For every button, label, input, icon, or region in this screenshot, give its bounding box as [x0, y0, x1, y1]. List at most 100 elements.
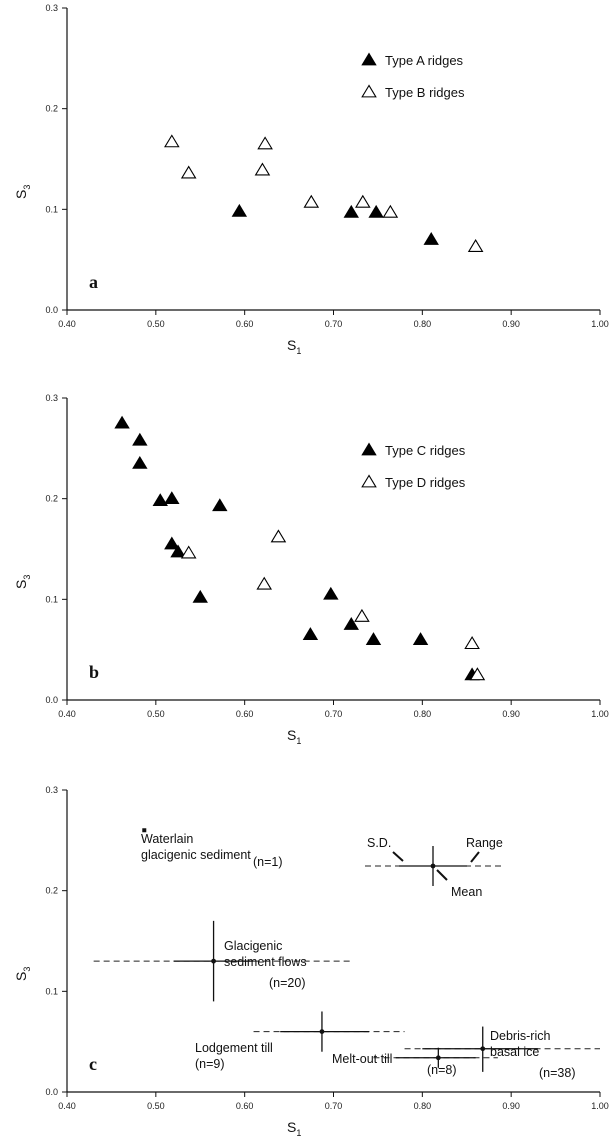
y-tick-label: 0.1	[45, 986, 58, 996]
x-tick-label: 0.40	[58, 709, 76, 719]
legend-label: Type C ridges	[385, 443, 466, 458]
mean-point	[319, 1029, 325, 1034]
data-point	[132, 432, 148, 446]
mean-point	[435, 1055, 441, 1061]
data-point	[464, 636, 480, 650]
legend-label: Type A ridges	[385, 53, 464, 68]
group-label: glacigenic sediment	[141, 848, 251, 862]
error-bar-key: S.D. Range Mean	[365, 836, 503, 899]
group-label: Lodgement till	[195, 1041, 273, 1055]
group-n-label: (n=1)	[253, 855, 283, 869]
y-tick-label: 0.1	[45, 204, 58, 214]
data-point	[469, 667, 486, 681]
key-sd-label: S.D.	[367, 836, 391, 850]
y-axis-label-subscript: 3	[22, 575, 32, 580]
x-tick-label: 0.70	[325, 319, 343, 329]
y-tick-label: 0.2	[45, 104, 58, 114]
key-sd-pointer	[392, 851, 404, 862]
x-axis-label-main: S	[287, 1119, 296, 1135]
group-label: Debris-rich	[490, 1029, 550, 1043]
y-axis-label-subscript: 3	[22, 185, 32, 190]
data-point	[164, 536, 180, 550]
x-tick-label: 0.60	[236, 1101, 254, 1111]
x-axis-label-main: S	[287, 727, 296, 743]
x-tick-label: 0.70	[325, 709, 343, 719]
x-tick-label: 0.90	[502, 1101, 520, 1111]
x-tick-label: 0.50	[147, 709, 165, 719]
mean-point	[480, 1046, 486, 1052]
legend-marker	[361, 442, 377, 456]
x-tick-label: 0.80	[414, 709, 432, 719]
data-point	[231, 203, 248, 217]
mean-point	[211, 958, 216, 964]
data-point	[192, 589, 208, 603]
x-tick-label: 0.60	[236, 709, 254, 719]
y-tick-label: 0.0	[45, 305, 58, 315]
y-tick-label: 0.2	[45, 494, 58, 504]
y-axis-label-main: S	[13, 972, 29, 981]
data-point	[114, 415, 130, 429]
data-point	[368, 204, 384, 218]
data-point	[302, 627, 319, 640]
y-tick-label: 0.0	[45, 695, 58, 705]
key-range-label: Range	[466, 836, 503, 850]
data-point	[354, 608, 370, 622]
data-point	[132, 455, 148, 469]
legend-marker	[361, 474, 377, 488]
x-axis-label: S1	[287, 337, 301, 356]
group-label: sediment flows	[224, 955, 307, 969]
panel-c: 0.40 0.50 0.60 0.70 0.80 0.90 1.00 0.0 0.1 0.2 0.3…	[13, 785, 609, 1138]
group-3: Melt-out till (n=8)	[332, 1047, 498, 1077]
panel-a: 0.40 0.50 0.60 0.70 0.80 0.90 1.00 0.0 0.1 0.2 0.3…	[13, 3, 609, 356]
x-tick-label: 0.90	[502, 319, 520, 329]
group-4: Debris-rich basal ice(n=38)	[404, 1026, 600, 1080]
x-tick-label: 0.50	[147, 1101, 165, 1111]
key-mean-label: Mean	[451, 885, 482, 899]
key-mean-pointer	[436, 869, 448, 881]
panel-letter: a	[89, 272, 98, 292]
x-tick-label: 0.80	[414, 319, 432, 329]
group-n-label: (n=20)	[269, 976, 305, 990]
data-point	[270, 529, 287, 543]
key-mean-point	[430, 863, 436, 869]
data-point	[323, 586, 339, 600]
x-tick-label: 0.70	[325, 1101, 343, 1111]
panel-letter: b	[89, 662, 99, 682]
data-point	[180, 165, 197, 179]
legend-marker	[361, 84, 377, 98]
y-tick-label: 0.1	[45, 594, 58, 604]
y-axis-label: S3	[13, 575, 32, 589]
x-tick-label: 1.00	[591, 709, 609, 719]
x-tick-label: 0.80	[414, 1101, 432, 1111]
group-label: Waterlain	[141, 832, 193, 846]
group-2: Lodgement till (n=9)	[195, 1011, 405, 1071]
key-range-pointer	[470, 851, 480, 863]
group-0: Waterlain glacigenic sediment (n=1)	[141, 828, 283, 869]
data-point	[257, 136, 273, 150]
group-n-label: (n=38)	[539, 1066, 575, 1080]
data-point	[303, 194, 320, 208]
data-point	[254, 162, 271, 176]
x-tick-label: 0.40	[58, 319, 76, 329]
panel-letter: c	[89, 1054, 97, 1074]
x-tick-label: 0.90	[502, 709, 520, 719]
group-1: Glacigenic sediment flows (n=20)	[93, 920, 352, 1002]
group-label: basal ice	[490, 1045, 539, 1059]
x-tick-label: 1.00	[591, 1101, 609, 1111]
data-point	[152, 493, 168, 507]
y-tick-label: 0.3	[45, 785, 58, 795]
group-label: Glacigenic	[224, 939, 282, 953]
data-point	[164, 491, 180, 505]
y-axis-label-main: S	[13, 580, 29, 589]
data-point	[365, 632, 382, 645]
legend-label: Type B ridges	[385, 85, 465, 100]
x-axis-label-subscript: 1	[296, 346, 301, 356]
x-axis-label-main: S	[287, 337, 296, 353]
data-point	[423, 232, 439, 245]
data-point	[170, 544, 186, 558]
panel-b: 0.40 0.50 0.60 0.70 0.80 0.90 1.00 0.0 0.1 0.2 0.3…	[13, 393, 609, 746]
data-point	[212, 498, 228, 512]
y-axis-label-subscript: 3	[22, 967, 32, 972]
data-point	[343, 617, 359, 630]
y-axis-label-main: S	[13, 190, 29, 199]
